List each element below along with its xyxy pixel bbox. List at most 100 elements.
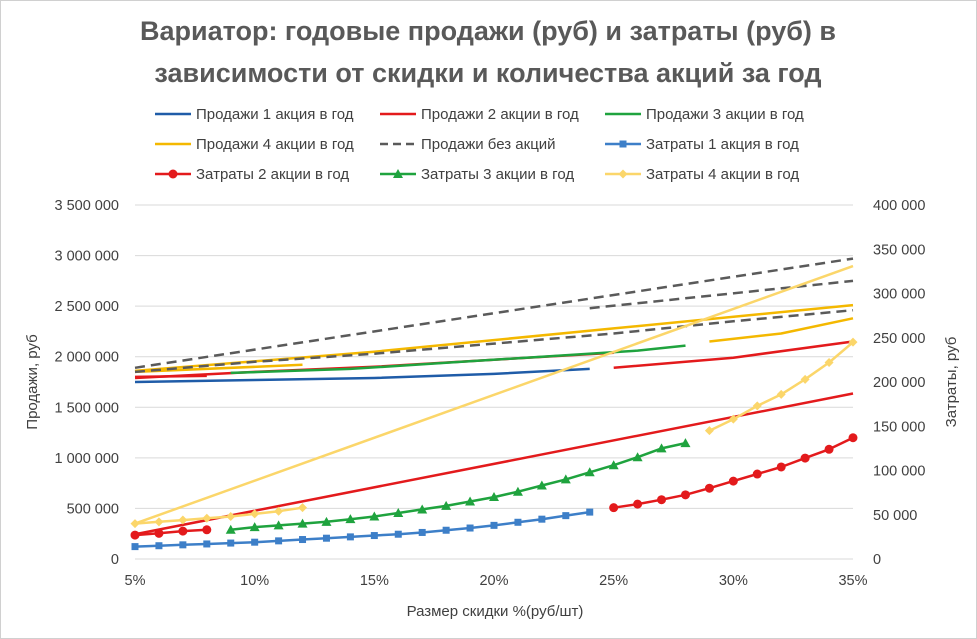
data-point-square [370, 532, 378, 540]
y-tick-label: 3 500 000 [54, 198, 119, 214]
data-point-circle [633, 499, 643, 509]
x-tick-label: 30% [719, 573, 748, 589]
series-line [134, 257, 854, 370]
legend-item: Продажи 4 акции в год [155, 136, 354, 153]
data-point-triangle [369, 511, 380, 521]
y2-tick-label: 0 [873, 552, 881, 568]
y-tick-label: 1 500 000 [54, 400, 119, 416]
data-point-triangle [656, 443, 667, 453]
y2-axis-ticks: 0 50 000 100 000 150 000 200 000 250 000 300 0… [873, 198, 925, 568]
data-point-circle [728, 476, 738, 486]
legend-item: Продажи 1 акция в год [155, 106, 354, 123]
y2-tick-label: 350 000 [873, 242, 925, 258]
data-point-triangle [560, 474, 571, 484]
series-1 [134, 367, 590, 384]
data-point-triangle [273, 520, 284, 530]
legend-label: Затраты 3 акции в год [421, 166, 574, 183]
data-point-circle [609, 503, 619, 513]
data-point-triangle [225, 524, 236, 534]
y2-tick-label: 250 000 [873, 331, 925, 347]
data-point-diamond [800, 374, 810, 384]
data-point-triangle [680, 438, 691, 448]
data-point-circle [800, 453, 810, 463]
data-point-square [442, 526, 450, 534]
data-point-diamond [776, 389, 786, 399]
data-point-diamond [824, 358, 834, 368]
series-line [709, 317, 854, 343]
series-line [134, 367, 590, 384]
legend-label: Затраты 2 акции в год [196, 166, 349, 183]
y2-tick-label: 50 000 [873, 508, 917, 524]
data-point-triangle [321, 516, 332, 526]
y2-axis-title: Затраты, руб [943, 337, 960, 428]
data-point-triangle [249, 522, 260, 532]
y-axis-title: Продажи, руб [24, 334, 41, 429]
series-line [134, 510, 590, 548]
series-7 [130, 392, 858, 540]
y2-tick-label: 100 000 [873, 464, 925, 480]
y2-tick-label: 150 000 [873, 419, 925, 435]
chart-title-line-2: зависимости от скидки и количества акций… [154, 58, 821, 88]
legend-item: Продажи 3 акции в год [605, 106, 804, 123]
series-trend-line [134, 264, 854, 525]
y2-tick-label: 400 000 [873, 198, 925, 214]
y-tick-label: 1 000 000 [54, 451, 119, 467]
data-point-square [131, 543, 139, 551]
data-point-diamond [154, 517, 164, 527]
series-line [589, 279, 854, 310]
series-trend-line [134, 392, 854, 536]
data-point-square [490, 521, 498, 529]
x-tick-label: 25% [599, 573, 628, 589]
data-point-circle [657, 495, 667, 505]
data-point-circle [752, 469, 762, 479]
data-point-diamond [704, 426, 714, 436]
legend-label: Продажи 4 акции в год [196, 136, 354, 153]
x-axis-ticks: 5% 10% 15% 20% 25% 30% 35% [125, 573, 868, 589]
gridlines [135, 204, 853, 560]
series-line [134, 528, 207, 537]
legend-label: Продажи 3 акции в год [646, 106, 804, 123]
plot-area [130, 257, 858, 551]
data-point-triangle [512, 486, 523, 496]
data-point-triangle [584, 467, 595, 477]
data-point-diamond [178, 515, 188, 525]
data-point-square [179, 541, 187, 549]
data-point-triangle [393, 507, 404, 517]
series-8 [225, 438, 691, 534]
series-3 [230, 344, 686, 375]
chart-title-line-1: Вариатор: годовые продажи (руб) и затрат… [140, 16, 836, 46]
x-axis-title: Размер скидки %(руб/шт) [407, 603, 584, 620]
data-point-square [322, 534, 330, 542]
data-point-triangle [345, 514, 356, 524]
data-point-diamond [274, 506, 284, 516]
data-point-triangle [417, 504, 428, 514]
data-point-square [299, 536, 307, 544]
data-point-square [275, 537, 283, 545]
data-point-triangle [489, 492, 499, 502]
data-point-circle [130, 530, 140, 540]
data-point-square [538, 515, 546, 523]
data-point-square [586, 508, 594, 516]
data-point-circle [202, 525, 212, 535]
data-point-triangle [465, 496, 476, 506]
data-point-diamond [226, 512, 236, 522]
legend-item: Затраты 2 акции в год [155, 166, 349, 183]
y-tick-label: 3 000 000 [54, 249, 119, 265]
series-line [134, 363, 303, 374]
data-point-circle [154, 528, 164, 538]
data-point-square [203, 540, 211, 548]
series-line [613, 340, 854, 370]
x-tick-label: 5% [125, 573, 146, 589]
data-point-diamond [848, 337, 858, 347]
data-point-circle [178, 526, 188, 536]
legend: Продажи 1 акция в год Продажи 2 акции в г… [155, 106, 804, 183]
legend-label: Продажи 2 акции в год [421, 106, 579, 123]
data-point-triangle [297, 518, 308, 528]
series-4 [134, 303, 854, 374]
legend-label: Затраты 1 акция в год [646, 136, 799, 153]
data-point-square [394, 530, 402, 538]
data-point-square [155, 542, 163, 550]
data-point-square [251, 538, 259, 546]
series-6 [131, 508, 594, 551]
